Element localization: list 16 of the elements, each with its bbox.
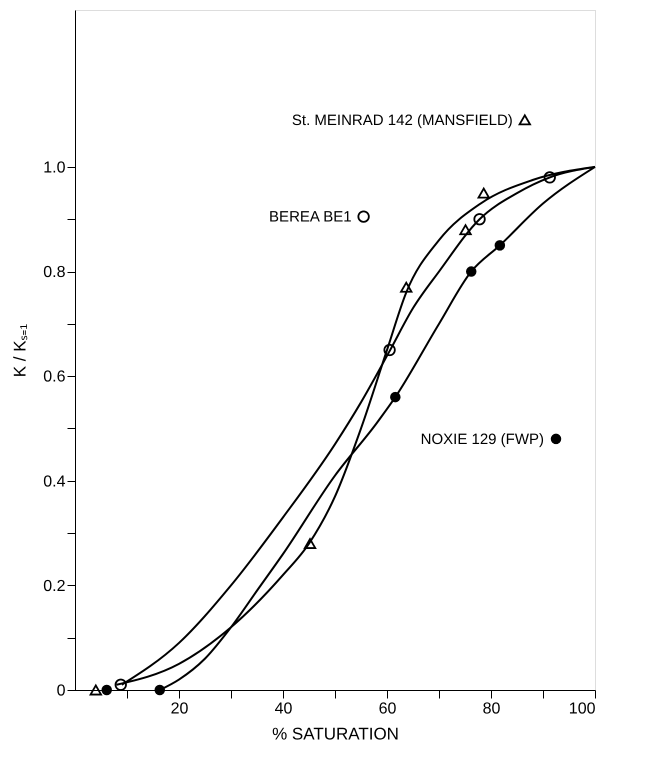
legend-label: St. MEINRAD 142 (MANSFIELD)	[292, 112, 513, 129]
x-tick-label: 20	[170, 700, 188, 718]
x-tick-label: 40	[274, 700, 292, 718]
x-axis-title: % SATURATION	[272, 724, 399, 744]
y-tick-label: 0	[56, 682, 66, 700]
x-tick-label: 80	[482, 700, 500, 718]
y-tick-label: 1.0	[43, 159, 66, 176]
x-tick-label: 60	[378, 700, 396, 718]
x-tick-label: 100	[568, 700, 596, 718]
y-tick-label: 0.8	[43, 264, 66, 282]
legend-label: NOXIE 129 (FWP)	[420, 430, 544, 448]
y-tick-label: 0.2	[43, 578, 66, 595]
y-tick-label: 0.6	[43, 368, 66, 386]
y-axis-title: K / Kₛ₌₁	[10, 323, 30, 378]
legend-label: BEREA BE1	[269, 208, 352, 226]
y-tick-label: 0.4	[43, 473, 66, 490]
